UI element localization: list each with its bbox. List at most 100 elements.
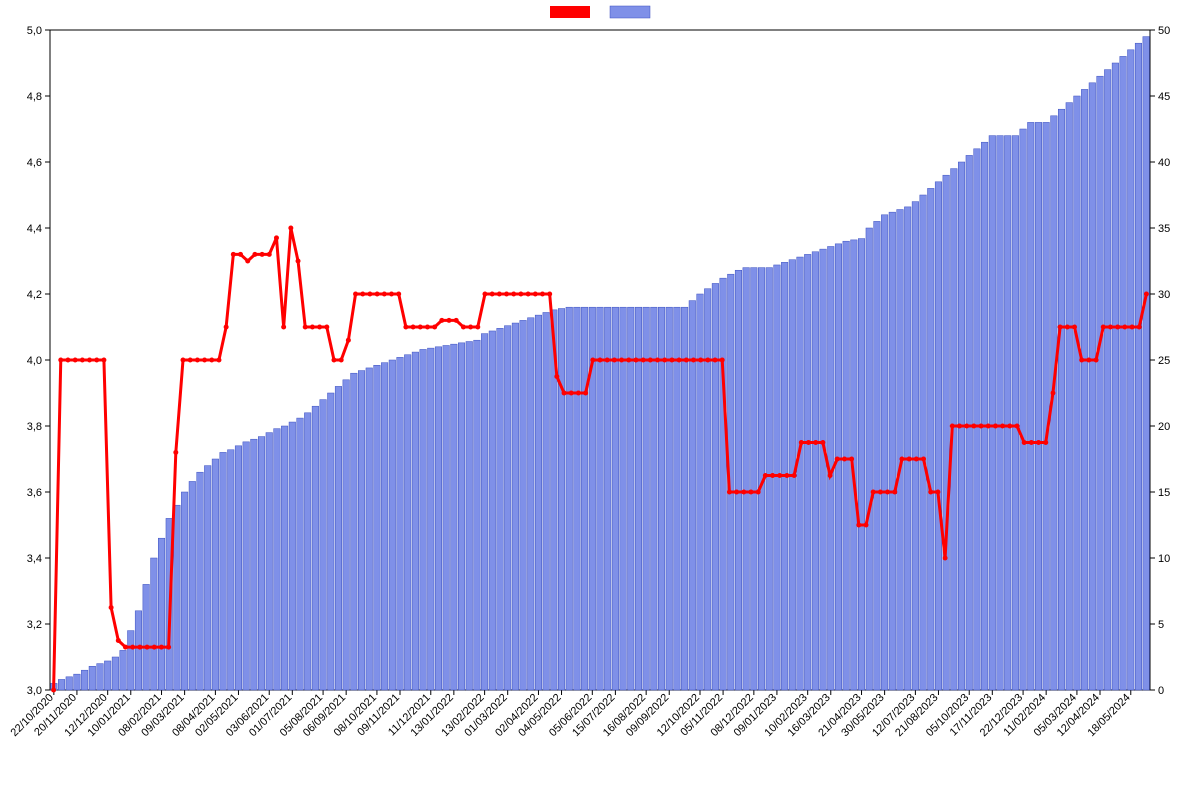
y-right-tick-label: 35 [1158, 223, 1170, 235]
line-marker [1094, 358, 1099, 363]
line-marker [1022, 440, 1027, 445]
line-marker [914, 457, 919, 462]
line-marker [1007, 424, 1012, 429]
bar [158, 538, 165, 690]
bar [374, 365, 381, 690]
combo-chart: 3,03,23,43,63,84,04,24,44,64,85,00510152… [0, 0, 1200, 800]
line-marker [339, 358, 344, 363]
line-marker [58, 358, 63, 363]
bar [404, 355, 411, 690]
bar [635, 307, 642, 690]
bar [620, 307, 627, 690]
bar [258, 437, 265, 690]
line-marker [188, 358, 193, 363]
bar [604, 307, 611, 690]
line-marker [698, 358, 703, 363]
line-marker [296, 259, 301, 264]
line-marker [260, 252, 265, 257]
line-marker [662, 358, 667, 363]
y-right-tick-label: 5 [1158, 619, 1164, 631]
line-marker [713, 358, 718, 363]
bar [220, 452, 227, 690]
bar [704, 289, 711, 690]
line-marker [669, 358, 674, 363]
line-marker [216, 358, 221, 363]
line-marker [533, 292, 538, 297]
line-marker [986, 424, 991, 429]
y-left-tick-label: 3,2 [27, 619, 42, 631]
line-marker [799, 440, 804, 445]
line-marker [389, 292, 394, 297]
y-right-tick-label: 20 [1158, 421, 1170, 433]
line-marker [80, 358, 85, 363]
bar [766, 268, 773, 690]
y-left-tick-label: 4,0 [27, 355, 42, 367]
bar [1143, 37, 1150, 690]
bar [858, 239, 865, 690]
bar [489, 331, 496, 690]
line-marker [1108, 325, 1113, 330]
line-marker [928, 490, 933, 495]
line-marker [367, 292, 372, 297]
line-marker [684, 358, 689, 363]
bar [989, 136, 996, 690]
line-marker [691, 358, 696, 363]
y-right-tick-label: 45 [1158, 91, 1170, 103]
line-marker [1058, 325, 1063, 330]
bar [1128, 50, 1135, 690]
line-marker [792, 473, 797, 478]
y-right-tick-label: 0 [1158, 685, 1164, 697]
line-marker [993, 424, 998, 429]
line-marker [382, 292, 387, 297]
line-marker [51, 688, 56, 693]
bar [204, 466, 211, 690]
bar [943, 175, 950, 690]
line-marker [1014, 424, 1019, 429]
line-marker [583, 391, 588, 396]
bar [358, 371, 365, 690]
line-marker [756, 490, 761, 495]
line-marker [835, 457, 840, 462]
line-marker [677, 358, 682, 363]
line-marker [468, 325, 473, 330]
bar [304, 413, 311, 690]
line-marker [1043, 440, 1048, 445]
line-marker [1122, 325, 1127, 330]
bar [189, 481, 196, 690]
line-marker [281, 325, 286, 330]
bar [181, 492, 188, 690]
line-marker [741, 490, 746, 495]
bar [74, 674, 81, 690]
bar [643, 307, 650, 690]
line-marker [238, 252, 243, 257]
bar [574, 307, 581, 690]
bar [1081, 89, 1088, 690]
line-marker [202, 358, 207, 363]
line-marker [957, 424, 962, 429]
y-left-tick-label: 4,8 [27, 91, 42, 103]
bar [1135, 43, 1142, 690]
line-marker [94, 358, 99, 363]
line-marker [1086, 358, 1091, 363]
chart-container: 3,03,23,43,63,84,04,24,44,64,85,00510152… [0, 0, 1200, 800]
bar [397, 357, 404, 690]
line-marker [166, 645, 171, 650]
bar [443, 345, 450, 690]
y-right-tick-label: 50 [1158, 25, 1170, 37]
bar [174, 505, 181, 690]
bar [328, 393, 335, 690]
line-marker [828, 473, 833, 478]
bar [58, 679, 65, 690]
line-marker [346, 338, 351, 343]
line-marker [540, 292, 545, 297]
bar [66, 677, 73, 690]
line-marker [173, 450, 178, 455]
bar [866, 228, 873, 690]
bar [974, 149, 981, 690]
bar [681, 307, 688, 690]
bar [535, 315, 542, 690]
line-marker [612, 358, 617, 363]
bar [1074, 96, 1081, 690]
bar [520, 320, 527, 690]
line-marker [490, 292, 495, 297]
